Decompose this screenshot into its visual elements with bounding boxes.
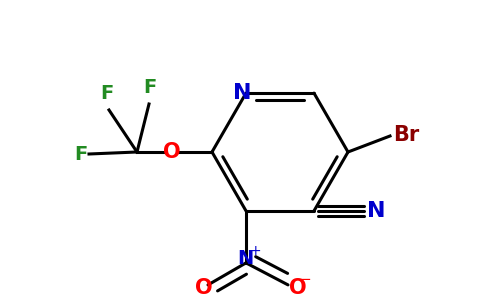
Text: N: N <box>367 201 385 221</box>
Text: −: − <box>299 272 311 287</box>
Text: O: O <box>289 278 307 298</box>
Text: O: O <box>195 278 213 298</box>
Text: N: N <box>233 83 251 103</box>
Text: F: F <box>100 84 114 103</box>
Text: N: N <box>237 249 253 268</box>
Text: O: O <box>163 142 181 162</box>
Text: Br: Br <box>393 125 419 145</box>
Text: +: + <box>249 244 261 258</box>
Text: F: F <box>75 145 88 164</box>
Text: F: F <box>143 78 157 97</box>
